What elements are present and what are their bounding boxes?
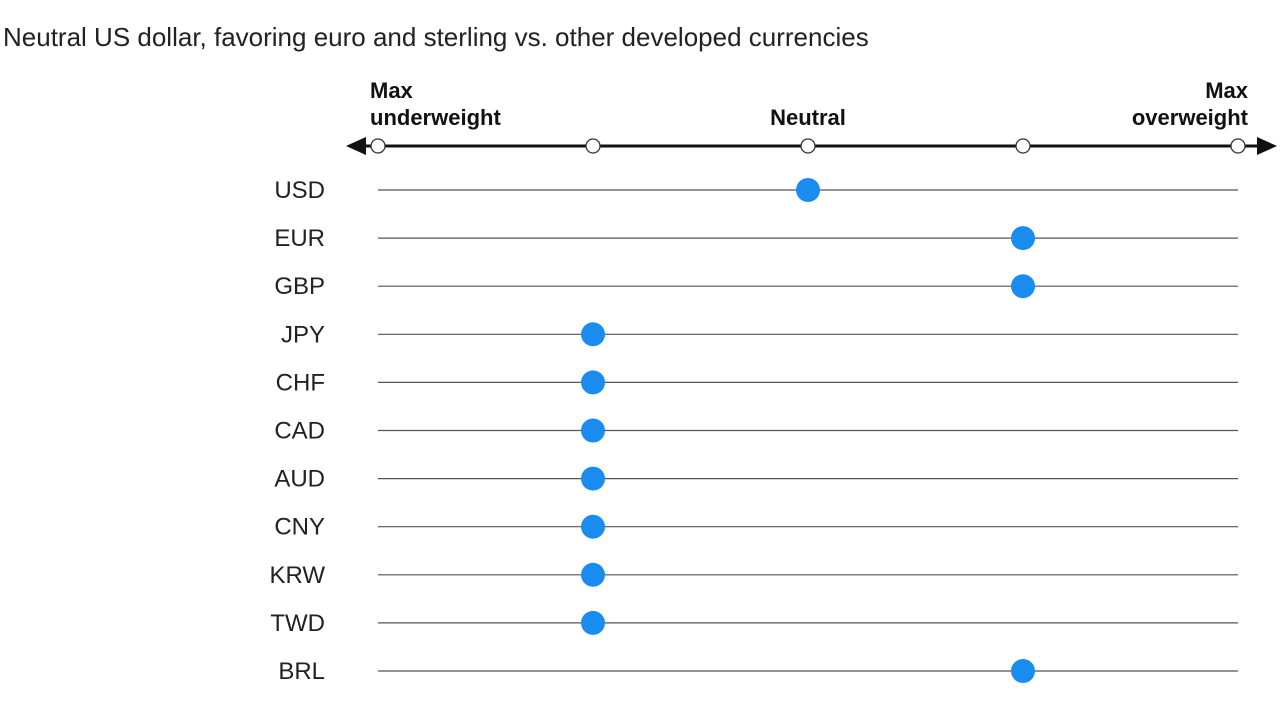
- currency-row: CAD: [274, 418, 1238, 445]
- position-marker: [581, 370, 605, 395]
- currency-row: JPY: [281, 321, 1238, 348]
- currency-row: CNY: [274, 514, 1238, 541]
- axis-label: Neutral: [770, 105, 846, 130]
- axis-label: Max: [1205, 78, 1249, 103]
- currency-label: TWD: [270, 610, 325, 637]
- axis-arrow-right: [1257, 137, 1277, 155]
- position-marker: [581, 466, 605, 491]
- axis-tick-marker: [1230, 138, 1246, 154]
- axis-label: underweight: [370, 105, 501, 130]
- currency-label: BRL: [278, 658, 325, 685]
- axis-tick-marker: [370, 138, 386, 154]
- axis-label: Max: [370, 78, 414, 103]
- chart-title: Neutral US dollar, favoring euro and ste…: [3, 22, 869, 52]
- position-marker: [796, 178, 820, 202]
- axis-tick-marker: [1015, 138, 1031, 154]
- currency-rows: USD EUR GBP JPY CHF CAD AUD CNY KRW TWD BRL: [269, 177, 1238, 685]
- position-marker: [581, 418, 605, 443]
- axis-label: overweight: [1132, 105, 1249, 130]
- position-marker: [1011, 274, 1035, 299]
- currency-label: USD: [274, 177, 325, 204]
- position-marker: [581, 514, 605, 539]
- currency-label: AUD: [274, 466, 325, 493]
- position-marker: [581, 610, 605, 635]
- position-marker: [581, 562, 605, 587]
- axis-tick-marker: [800, 138, 816, 154]
- currency-label: CNY: [274, 514, 325, 541]
- currency-label: KRW: [269, 562, 325, 589]
- axis-arrow-left: [346, 137, 366, 155]
- currency-row: BRL: [278, 658, 1238, 685]
- position-marker: [1011, 226, 1035, 251]
- position-marker: [1011, 659, 1035, 683]
- currency-row: EUR: [274, 225, 1238, 252]
- currency-row: GBP: [274, 273, 1238, 300]
- currency-row: KRW: [269, 562, 1238, 589]
- currency-row: TWD: [270, 610, 1238, 637]
- currency-label: EUR: [274, 225, 325, 252]
- currency-row: AUD: [274, 466, 1238, 493]
- currency-label: CAD: [274, 418, 325, 445]
- currency-label: CHF: [276, 369, 325, 396]
- position-marker: [581, 322, 605, 347]
- axis-tick-marker: [585, 138, 601, 154]
- currency-label: JPY: [281, 321, 325, 348]
- currency-label: GBP: [274, 273, 325, 300]
- currency-row: CHF: [276, 369, 1238, 396]
- currency-row: USD: [274, 177, 1238, 204]
